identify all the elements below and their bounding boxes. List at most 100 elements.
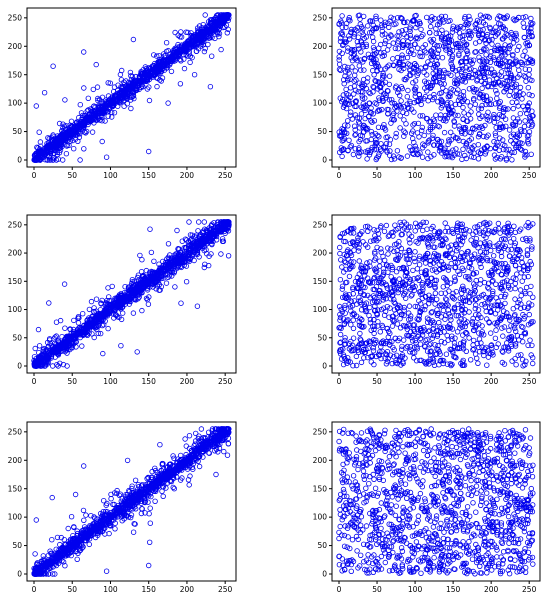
scatter-point: [187, 59, 193, 66]
scatter-point: [36, 343, 43, 349]
scatter-point: [376, 45, 382, 51]
scatter-point: [419, 154, 426, 160]
scatter-point: [517, 110, 523, 117]
scatter-point: [191, 71, 198, 78]
y-tick-label: 100: [8, 99, 23, 108]
scatter-point: [421, 132, 427, 139]
scatter-point: [163, 40, 170, 46]
scatter-point: [386, 73, 393, 79]
scatter-point: [404, 153, 411, 159]
scatter-point: [50, 137, 56, 143]
scatter-point: [156, 53, 162, 59]
scatter-point: [130, 310, 137, 316]
x-tick-label: 150: [446, 171, 461, 180]
scatter-point: [348, 109, 354, 115]
y-tick-label: 0: [17, 156, 22, 165]
scatter-point: [80, 49, 87, 55]
scatter-point: [451, 274, 458, 280]
scatter-point: [359, 29, 365, 35]
scatter-point: [77, 101, 83, 108]
y-tick-label: 250: [8, 13, 23, 22]
scatter-point: [178, 300, 184, 306]
scatter-point: [111, 109, 118, 116]
scatter-point: [177, 81, 184, 87]
scatter-point: [33, 103, 39, 109]
scatter-point: [174, 54, 180, 60]
scatter-point: [459, 156, 465, 163]
scatter-point: [475, 315, 481, 321]
scatter-point: [498, 69, 505, 75]
scatter-point: [145, 301, 152, 307]
scatter-point: [209, 34, 215, 41]
scatter-points: [336, 219, 536, 369]
y-tick-label: 200: [313, 42, 328, 51]
x-tick-label: 50: [67, 377, 77, 386]
scatter-point: [222, 24, 228, 30]
x-tick-label: 0: [32, 171, 37, 180]
scatter-point: [183, 279, 190, 285]
y-tick-label: 200: [8, 249, 23, 258]
scatter-point: [59, 128, 65, 134]
scatter-point: [506, 146, 512, 153]
y-tick-label: 50: [317, 333, 327, 342]
scatter-point: [467, 103, 473, 109]
scatter-point: [150, 52, 157, 58]
scatter-point: [35, 326, 42, 333]
scatter-point: [161, 67, 168, 73]
scatter-point: [369, 131, 375, 138]
scatter-point: [432, 342, 438, 348]
scatter-point: [172, 29, 178, 36]
scatter-point: [205, 41, 211, 48]
scatter-point: [356, 80, 363, 86]
scatter-point: [118, 343, 124, 349]
scatter-point: [201, 48, 208, 55]
scatter-point: [494, 139, 500, 146]
scatter-point: [525, 84, 531, 91]
scatter-point: [178, 29, 184, 35]
y-tick-label: 200: [8, 42, 23, 51]
scatter-point: [405, 87, 411, 94]
y-tick-label: 150: [313, 70, 328, 79]
scatter-point: [485, 109, 491, 115]
scatter-point: [414, 130, 421, 136]
scatter-point: [358, 111, 365, 117]
scatter-point: [424, 14, 430, 21]
scatter-point: [72, 136, 79, 142]
scatter-point: [82, 130, 89, 136]
scatter-point: [220, 24, 226, 31]
scatter-point: [46, 300, 52, 306]
x-tick-label: 0: [337, 377, 342, 386]
scatter-point: [99, 138, 105, 145]
scatter-point: [516, 67, 522, 73]
scatter-point: [345, 118, 351, 124]
scatter-point: [435, 47, 442, 53]
scatter-point: [134, 349, 140, 355]
scatter-point: [384, 47, 391, 53]
scatter-point: [456, 123, 462, 129]
scatter-point: [351, 91, 357, 97]
scatter-point: [361, 13, 367, 20]
scatter-point: [41, 149, 48, 156]
y-tick-label: 250: [8, 220, 23, 229]
scatter-point: [99, 117, 105, 124]
scatter-point: [225, 253, 232, 259]
x-tick-label: 200: [180, 171, 195, 180]
scatter-point: [482, 304, 488, 310]
y-tick-label: 150: [8, 70, 23, 79]
scatter-point: [356, 258, 362, 264]
scatter-point: [524, 133, 531, 139]
y-tick-label: 50: [12, 127, 22, 136]
scatter-point: [115, 87, 121, 94]
scatter-point: [145, 148, 152, 155]
scatter-point: [32, 345, 38, 352]
x-tick-label: 100: [103, 171, 118, 180]
scatter-point: [63, 150, 70, 157]
scatter-point: [147, 226, 153, 232]
scatter-point: [343, 86, 349, 93]
scatter-point: [418, 26, 424, 33]
scatter-point: [387, 148, 393, 154]
scatter-point: [102, 118, 108, 124]
